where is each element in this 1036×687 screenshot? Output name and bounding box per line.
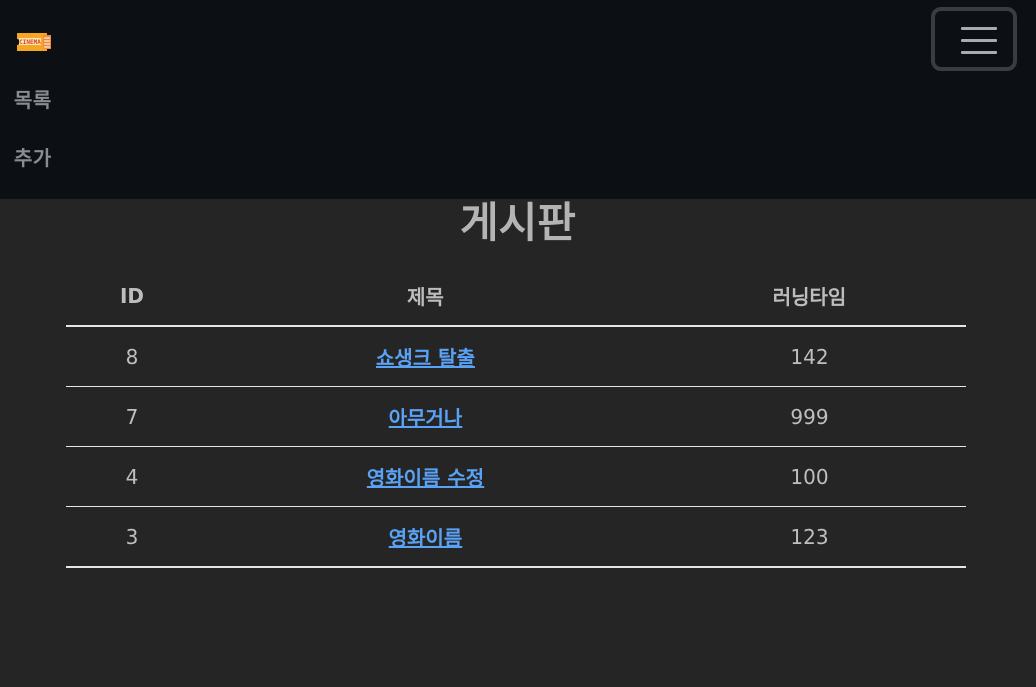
cell-title: 쇼생크 탈출 — [198, 326, 653, 387]
cell-title: 영화이름 — [198, 506, 653, 568]
movie-table: ID 제목 러닝타임 8 쇼생크 탈출 142 7 아무거나 999 4 영화이… — [66, 266, 966, 568]
cell-runtime: 100 — [653, 446, 966, 507]
cell-runtime: 123 — [653, 506, 966, 568]
cell-runtime: 142 — [653, 326, 966, 387]
cell-id: 3 — [66, 506, 198, 568]
table-row: 3 영화이름 123 — [66, 506, 966, 568]
nav-link-list[interactable]: 목록 — [14, 88, 52, 112]
header-id: ID — [66, 266, 198, 327]
cell-title: 아무거나 — [198, 386, 653, 447]
movie-title-link[interactable]: 영화이름 — [388, 526, 463, 550]
cinema-ticket-logo[interactable]: CINEMA — [14, 29, 54, 55]
header-runtime: 러닝타임 — [653, 266, 966, 327]
navbar-toggler-button[interactable] — [931, 7, 1017, 71]
cell-id: 8 — [66, 326, 198, 387]
movie-title-link[interactable]: 아무거나 — [388, 406, 463, 430]
cell-title: 영화이름 수정 — [198, 446, 653, 507]
table-header-row: ID 제목 러닝타임 — [66, 266, 966, 327]
cell-id: 4 — [66, 446, 198, 507]
header-title: 제목 — [198, 266, 653, 327]
movie-title-link[interactable]: 쇼생크 탈출 — [376, 346, 475, 370]
table-row: 4 영화이름 수정 100 — [66, 446, 966, 507]
table-row: 8 쇼생크 탈출 142 — [66, 326, 966, 387]
movie-title-link[interactable]: 영화이름 수정 — [366, 466, 485, 490]
logo-text: CINEMA — [19, 39, 41, 46]
cell-runtime: 999 — [653, 386, 966, 447]
page-title: 게시판 — [460, 198, 576, 247]
navbar: CINEMA 목록 추가 — [0, 0, 1036, 199]
table-row: 7 아무거나 999 — [66, 386, 966, 447]
cell-id: 7 — [66, 386, 198, 447]
nav-link-add[interactable]: 추가 — [14, 146, 52, 170]
